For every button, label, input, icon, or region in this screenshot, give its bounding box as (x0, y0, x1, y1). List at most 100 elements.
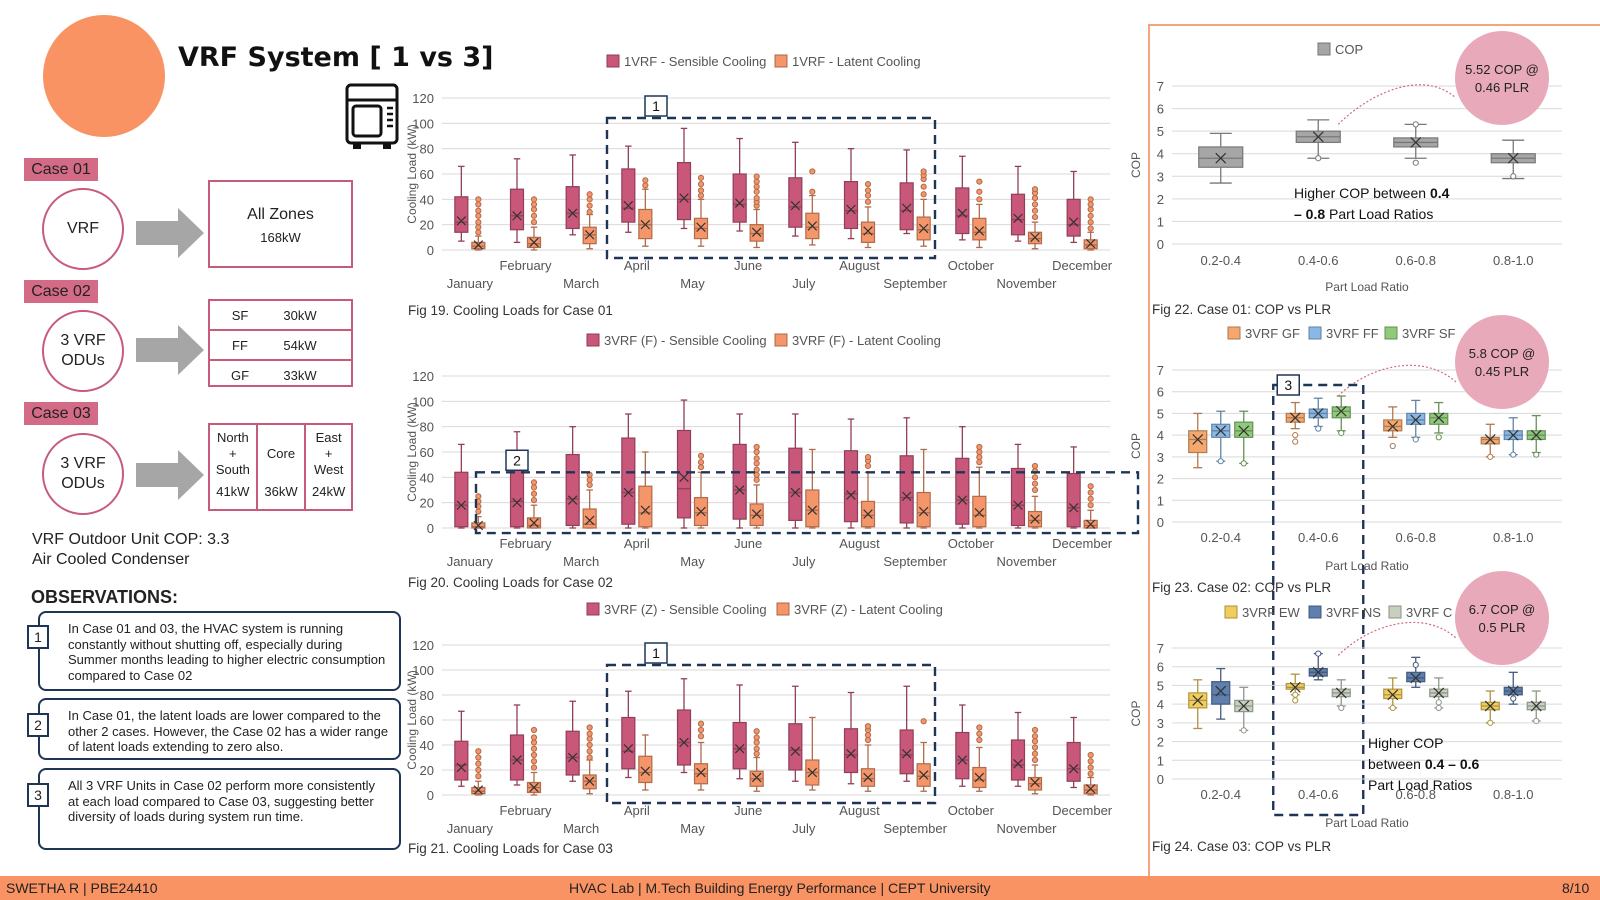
observation-text: In Case 01 and 03, the HVAC system is ru… (68, 621, 386, 683)
box (1429, 412, 1449, 425)
x-tick-label: 0.2-0.4 (1201, 530, 1241, 545)
zone-plus: + (229, 446, 237, 461)
x-tick-label: April (624, 803, 650, 818)
outlier-point (864, 462, 872, 470)
box (955, 187, 970, 235)
decorative-circle (43, 15, 165, 137)
outlier-point (753, 728, 760, 735)
x-tick-label: January (447, 276, 494, 291)
mean-marker (1013, 500, 1023, 510)
x-tick-label: August (839, 803, 880, 818)
mean-marker (1507, 685, 1519, 697)
x-tick-label: July (792, 554, 816, 569)
box (972, 495, 987, 528)
y-tick-label: 120 (412, 91, 434, 106)
legend-label: 3VRF (F) - Sensible Cooling (604, 333, 767, 348)
outlier-point (530, 497, 538, 504)
box (972, 217, 987, 241)
mean-marker (696, 506, 706, 517)
outlier-point (864, 731, 872, 739)
y-axis-label: COP (1129, 700, 1143, 726)
mean-marker (1433, 687, 1445, 699)
box (1383, 688, 1403, 700)
outlier-point (1240, 460, 1247, 467)
footer-bar: SWETHA R | PBE24410 HVAC Lab | M.Tech Bu… (0, 876, 1600, 900)
mean-marker (790, 200, 801, 211)
outlier-point (530, 751, 538, 759)
mean-marker (863, 772, 873, 783)
y-axis-label: COP (1129, 152, 1143, 178)
mean-marker (679, 472, 689, 483)
outlier-point (697, 192, 705, 199)
outlier-point (976, 178, 983, 185)
zone-row: SF 30kW (210, 301, 351, 331)
cop-note: VRF Outdoor Unit COP: 3.3 Air Cooled Con… (32, 530, 229, 570)
mean-marker (863, 509, 873, 519)
box (621, 168, 636, 223)
mean-marker (1013, 213, 1023, 224)
outlier-point (1412, 121, 1419, 128)
outlier-point (753, 183, 760, 190)
outlier-point (1031, 738, 1039, 745)
outlier-point (1389, 704, 1396, 711)
x-tick-label: May (680, 821, 705, 836)
y-tick-label: 20 (420, 218, 434, 233)
mean-marker (807, 221, 818, 231)
zone-value: 24kW (312, 484, 346, 499)
outlier-point (976, 724, 983, 731)
outlier-point (1087, 758, 1094, 765)
x-tick-label: February (499, 258, 552, 273)
box (1066, 472, 1081, 528)
x-tick-label: July (792, 821, 816, 836)
outlier-point (475, 207, 482, 214)
outlier-point (753, 448, 760, 456)
callout-connector (1337, 84, 1457, 125)
outlier-point (753, 466, 760, 473)
mean-marker (696, 222, 706, 232)
outlier-point (1031, 201, 1039, 208)
outlier-point (809, 168, 816, 175)
mean-marker (696, 767, 706, 778)
mean-marker (1030, 777, 1040, 788)
box (860, 221, 876, 243)
case-01-tag: Case 01 (24, 158, 98, 181)
callout-text: 6.7 COP @ (1469, 602, 1535, 617)
mean-marker (957, 755, 968, 765)
mean-marker (584, 776, 595, 787)
observations-heading: OBSERVATIONS: (31, 587, 179, 607)
callout-text: 0.45 PLR (1475, 364, 1529, 379)
unit-label-line2: ODUs (61, 475, 105, 492)
outlier-point (586, 735, 593, 742)
mean-marker (863, 226, 873, 236)
zone-value: 54kW (283, 337, 317, 353)
outlier-point (475, 493, 482, 500)
outlier-point (1087, 206, 1094, 213)
outlier-point (1338, 429, 1345, 437)
mean-marker (918, 223, 929, 234)
observation-number: 2 (27, 713, 49, 737)
mean-marker (790, 746, 801, 757)
mean-marker (1484, 434, 1496, 445)
mean-marker (529, 518, 539, 528)
mean-marker (1312, 408, 1324, 419)
outlier-point (697, 452, 705, 459)
mean-marker (751, 509, 762, 519)
y-tick-label: 2 (1157, 192, 1164, 207)
outlier-point (976, 459, 983, 466)
mean-marker (846, 204, 856, 215)
y-tick-label: 80 (420, 420, 434, 435)
mean-marker (1068, 217, 1079, 227)
legend-swatch (586, 333, 600, 347)
outlier-point (1412, 159, 1419, 166)
outlier-point (530, 212, 538, 219)
outlier-point (586, 476, 593, 483)
x-axis-label: Part Load Ratio (1325, 816, 1409, 830)
outlier-point (1031, 486, 1039, 494)
outlier-point (864, 453, 872, 461)
zone-name: SF (231, 307, 249, 323)
outlier-point (753, 750, 760, 757)
outlier-point (864, 187, 872, 194)
box (843, 728, 859, 774)
mean-marker (473, 240, 484, 250)
highlight-label: 1 (652, 98, 660, 114)
